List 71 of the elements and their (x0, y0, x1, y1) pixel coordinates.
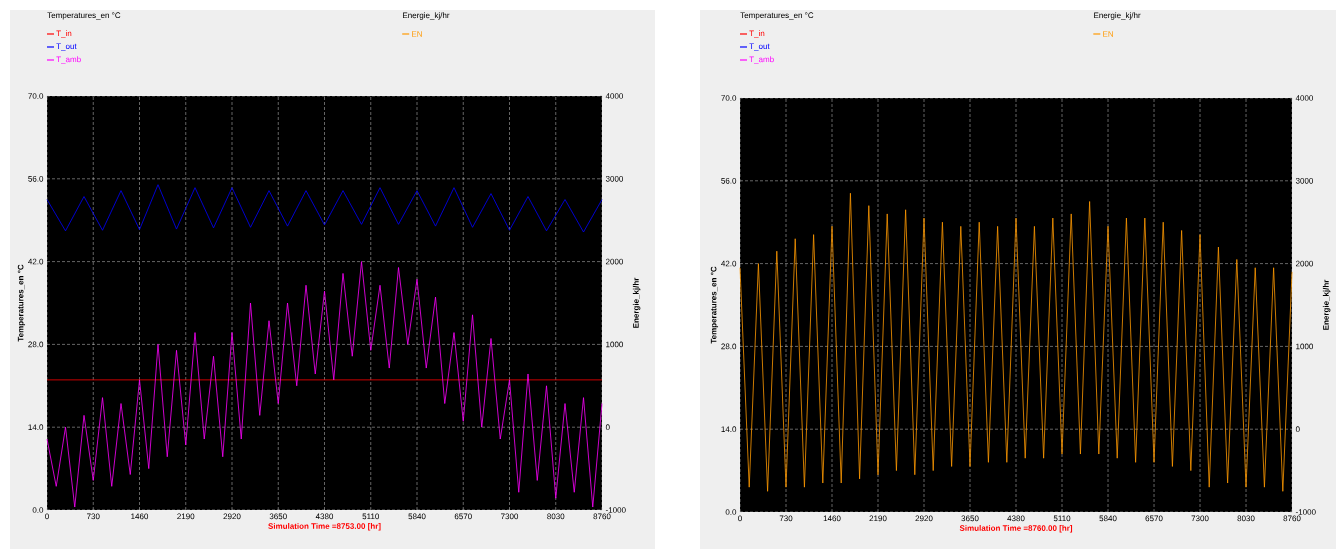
y-tick-label: 70.0 (28, 93, 44, 99)
x-tick-label: 730 (779, 515, 793, 522)
y-tick-label: 28.0 (721, 343, 737, 350)
y-axis-title: Temperatures_en °C (710, 266, 719, 344)
y-tick-label: 14.0 (28, 424, 44, 431)
y-tick-label: 14.0 (721, 426, 737, 433)
y2-tick-label: -1000 (1295, 509, 1316, 515)
x-tick-label: 7300 (1191, 515, 1209, 522)
legend-title: Temperatures_en °C (740, 12, 814, 20)
x-tick-label: 8030 (1237, 515, 1255, 522)
x-tick-label: 5840 (1099, 515, 1117, 522)
legend-label: T_in (56, 30, 72, 38)
line-series (739, 192, 1293, 492)
x-tick-label: 5110 (362, 513, 380, 520)
legend-label: T_out (749, 43, 770, 51)
y2-tick-label: 2000 (605, 258, 624, 265)
x-tick-label: 6570 (454, 513, 472, 520)
text: Energie_kj/hr (403, 12, 450, 20)
y2-tick-label: 0 (1295, 426, 1300, 433)
x-tick-label: 1460 (823, 515, 841, 522)
y2-tick-label: 4000 (1295, 95, 1314, 101)
y2-tick-label: 2000 (1295, 260, 1314, 267)
y-tick-label: 0.0 (725, 509, 737, 515)
x-tick-label: 3650 (269, 513, 287, 520)
y2-tick-label: 3000 (1295, 177, 1314, 184)
x-tick-label: 730 (86, 513, 100, 520)
y-tick-label: 28.0 (28, 341, 44, 348)
x-tick-label: 4380 (1007, 515, 1025, 522)
x-axis-title: Simulation Time =8760.00 [hr] (959, 525, 1073, 533)
y-tick-label: 56.0 (721, 177, 737, 184)
y2-tick-label: -1000 (605, 507, 626, 513)
y-tick-label: 0.0 (32, 507, 44, 513)
x-tick-label: 2190 (869, 515, 887, 522)
x-tick-label: 8760 (1283, 515, 1301, 522)
legend-label: EN (1103, 31, 1113, 37)
legend-label: T_in (749, 30, 765, 38)
x-tick-label: 8030 (547, 513, 565, 520)
y-tick-label: 56.0 (28, 175, 44, 182)
x-tick-label: 5840 (408, 513, 426, 520)
x-tick-label: 2920 (915, 515, 933, 522)
y2-tick-label: 1000 (606, 341, 624, 348)
y2-tick-label: 4000 (605, 93, 624, 99)
x-tick-label: 6570 (1145, 515, 1163, 522)
y-axis-title: Temperatures_en °C (17, 264, 26, 342)
x-tick-label: 7300 (501, 513, 519, 520)
legend-title: Temperatures_en °C (47, 12, 121, 20)
legend-label: T_out (56, 43, 77, 51)
x-tick-label: 1460 (131, 513, 149, 520)
x-tick-label: 4380 (315, 513, 334, 520)
legend-label: T_amb (749, 56, 774, 64)
x-tick-label: 5110 (1053, 515, 1071, 522)
y2-tick-label: 3000 (605, 175, 624, 182)
y2-tick-label: 1000 (1296, 343, 1314, 350)
y2-tick-label: 0 (605, 424, 610, 431)
y2-axis-title: Energie_kj/hr (1322, 279, 1331, 330)
x-tick-label: 2190 (177, 513, 195, 520)
y-tick-label: 42.0 (721, 260, 737, 267)
x-tick-label: 0 (45, 513, 49, 520)
y2-axis-title: Energie_kj/hr (632, 277, 641, 328)
legend-label: T_amb (56, 56, 81, 64)
line-series (46, 184, 603, 233)
x-tick-label: 2920 (223, 513, 241, 520)
x-axis-title: Simulation Time =8753.00 [hr] (268, 523, 381, 531)
x-tick-label: 3650 (961, 515, 979, 522)
text: Energie_kj/hr (1094, 12, 1141, 20)
y-tick-label: 42.0 (28, 258, 44, 265)
x-tick-label: 0 (738, 515, 742, 522)
y-tick-label: 70.0 (721, 95, 737, 101)
line-series (46, 261, 603, 508)
x-tick-label: 8760 (593, 513, 611, 520)
legend-label: EN (412, 31, 422, 37)
